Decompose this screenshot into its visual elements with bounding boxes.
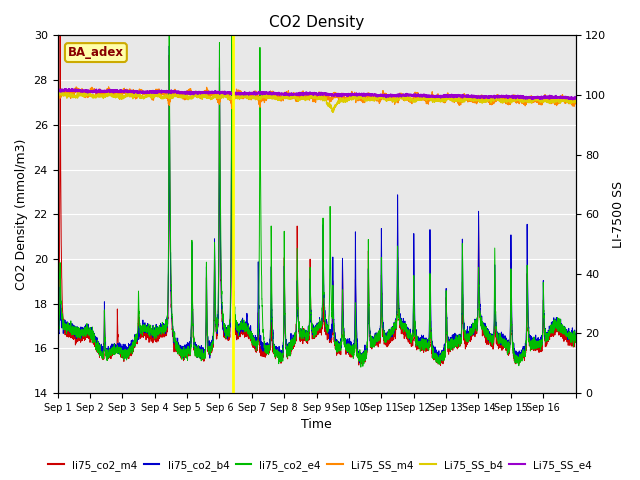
Text: BA_adex: BA_adex [68, 46, 124, 59]
X-axis label: Time: Time [301, 419, 332, 432]
Y-axis label: LI-7500 SS: LI-7500 SS [612, 180, 625, 248]
Y-axis label: CO2 Density (mmol/m3): CO2 Density (mmol/m3) [15, 139, 28, 290]
Legend: li75_co2_m4, li75_co2_b4, li75_co2_e4, Li75_SS_m4, Li75_SS_b4, Li75_SS_e4: li75_co2_m4, li75_co2_b4, li75_co2_e4, L… [44, 456, 596, 475]
Title: CO2 Density: CO2 Density [269, 15, 364, 30]
